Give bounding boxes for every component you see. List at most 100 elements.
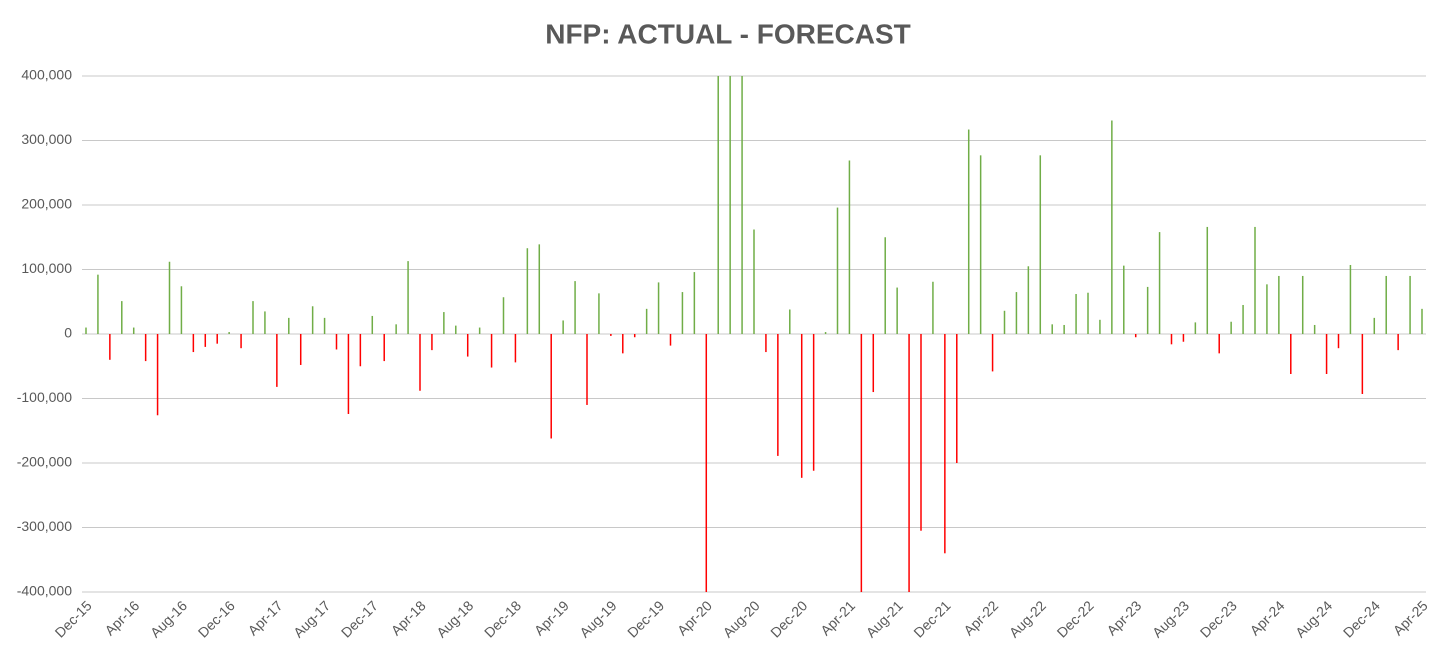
bar <box>669 334 672 346</box>
y-tick-label: -300,000 <box>17 518 72 534</box>
y-tick-label: -200,000 <box>17 454 72 470</box>
bar <box>419 334 421 391</box>
bar <box>920 334 922 531</box>
bar <box>1170 334 1173 345</box>
bar <box>478 327 481 334</box>
bar <box>1158 232 1161 334</box>
bar <box>407 261 409 334</box>
bar <box>514 334 517 363</box>
bar <box>443 312 445 334</box>
bar <box>311 306 314 334</box>
bar <box>1278 275 1280 334</box>
bar <box>85 327 87 334</box>
bar <box>633 334 636 338</box>
bar <box>144 334 147 362</box>
y-tick-label: 200,000 <box>21 196 72 212</box>
x-tick-label: Aug-20 <box>719 597 762 640</box>
x-tick-label: Dec-17 <box>338 597 381 640</box>
bar <box>490 334 493 368</box>
bar <box>1015 292 1018 334</box>
x-tick-label: Apr-20 <box>674 597 715 638</box>
bar <box>622 334 624 354</box>
x-tick-label: Apr-22 <box>960 597 1001 638</box>
bar <box>1290 334 1292 374</box>
bar <box>156 334 159 416</box>
x-tick-label: Dec-19 <box>624 597 667 640</box>
y-tick-label: 400,000 <box>21 67 72 83</box>
bar <box>1111 120 1113 334</box>
x-tick-label: Dec-24 <box>1340 597 1383 640</box>
bar <box>1027 266 1030 334</box>
bar <box>97 274 99 334</box>
bar <box>240 334 242 349</box>
bar <box>789 309 791 334</box>
x-tick-label: Dec-15 <box>52 597 95 640</box>
bar <box>562 320 564 334</box>
bar <box>359 334 362 367</box>
x-tick-label: Aug-19 <box>576 597 619 640</box>
bar <box>1301 275 1304 334</box>
bar <box>645 308 648 334</box>
bar <box>1039 155 1042 334</box>
bar <box>1051 324 1053 334</box>
x-tick-label: Apr-25 <box>1390 597 1431 638</box>
bar <box>657 282 660 334</box>
bar <box>872 334 875 393</box>
bar <box>121 301 123 334</box>
x-tick-label: Dec-16 <box>195 597 238 640</box>
bar <box>204 334 207 347</box>
bar <box>896 287 898 334</box>
x-tick-label: Apr-24 <box>1247 597 1288 638</box>
bar <box>109 334 111 360</box>
bar <box>431 334 433 351</box>
x-tick-label: Dec-22 <box>1054 597 1097 640</box>
bar <box>1146 286 1149 334</box>
bar <box>705 334 708 592</box>
bar <box>1373 317 1376 334</box>
x-tick-label: Aug-18 <box>433 597 476 640</box>
bar <box>598 293 600 334</box>
bar <box>908 334 910 592</box>
bar <box>956 334 958 463</box>
bar <box>1182 334 1185 342</box>
bar <box>979 155 982 334</box>
bar <box>586 334 588 405</box>
bar <box>502 297 505 334</box>
bar <box>1075 294 1077 334</box>
bar <box>1337 334 1340 349</box>
x-tick-label: Aug-23 <box>1149 597 1192 640</box>
y-tick-label: -100,000 <box>17 389 72 405</box>
chart-title: NFP: ACTUAL - FORECAST <box>545 18 911 49</box>
bar <box>288 317 290 334</box>
bar <box>347 334 350 414</box>
x-tick-label: Aug-24 <box>1292 597 1335 640</box>
bar <box>1218 334 1220 354</box>
bar <box>800 334 803 478</box>
bar <box>371 315 374 334</box>
bar <box>192 334 195 353</box>
bar <box>383 334 385 362</box>
y-tick-label: 100,000 <box>21 260 72 276</box>
bar <box>1003 310 1006 334</box>
bar <box>323 317 326 334</box>
bar <box>741 76 743 334</box>
bar <box>717 76 719 334</box>
bar <box>729 76 731 334</box>
bar <box>860 334 863 592</box>
bar <box>1361 334 1364 394</box>
bar <box>395 324 397 334</box>
bar <box>1242 304 1244 334</box>
bar <box>1194 322 1197 334</box>
bar <box>1099 319 1101 334</box>
bar <box>466 334 469 357</box>
x-tick-label: Apr-19 <box>531 597 572 638</box>
bar <box>1349 264 1352 334</box>
x-tick-label: Apr-21 <box>817 597 858 638</box>
bar <box>1063 324 1065 334</box>
x-tick-label: Apr-16 <box>101 597 142 638</box>
bar <box>1266 284 1268 334</box>
bar <box>216 334 218 344</box>
bar <box>335 334 338 350</box>
bar <box>526 248 529 334</box>
